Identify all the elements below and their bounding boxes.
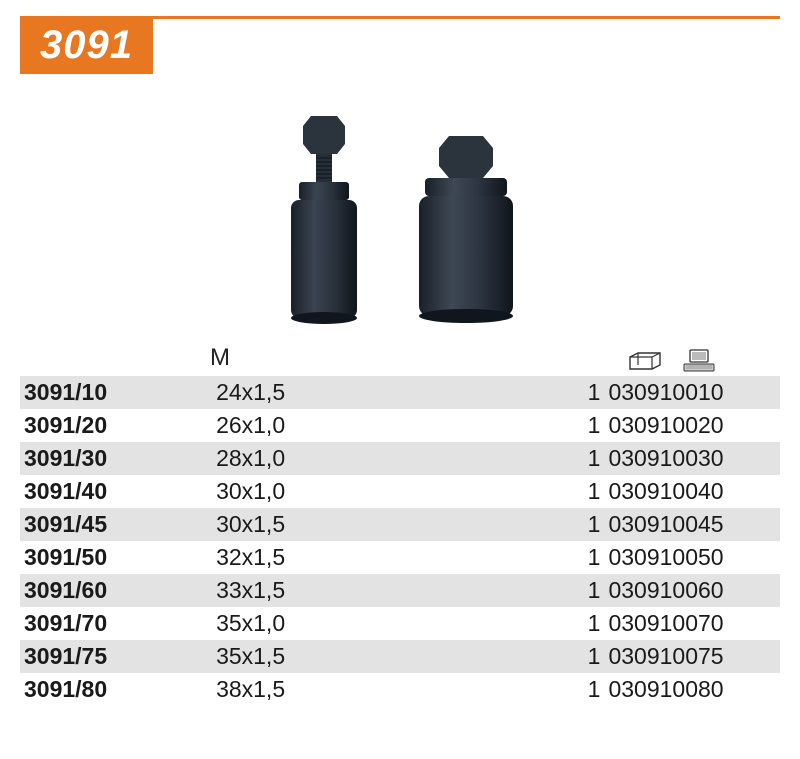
cell-m: 30x1,5 bbox=[212, 508, 450, 541]
cell-model: 3091/20 bbox=[20, 409, 212, 442]
cell-qty: 1 bbox=[450, 475, 605, 508]
table-row: 3091/7535x1,51030910075 bbox=[20, 640, 780, 673]
product-image-area bbox=[20, 74, 780, 344]
product-image-left bbox=[269, 116, 379, 326]
cell-code: 030910075 bbox=[604, 640, 780, 673]
package-icon bbox=[628, 350, 662, 372]
cell-qty: 1 bbox=[450, 508, 605, 541]
table-row: 3091/3028x1,01030910030 bbox=[20, 442, 780, 475]
table-row: 3091/5032x1,51030910050 bbox=[20, 541, 780, 574]
cell-model: 3091/75 bbox=[20, 640, 212, 673]
table-row: 3091/1024x1,51030910010 bbox=[20, 376, 780, 409]
cell-m: 35x1,5 bbox=[212, 640, 450, 673]
product-image-right bbox=[401, 136, 531, 326]
col-header-m: M bbox=[210, 344, 440, 372]
cell-m: 30x1,0 bbox=[212, 475, 450, 508]
cell-qty: 1 bbox=[450, 673, 605, 706]
cell-code: 030910070 bbox=[604, 607, 780, 640]
cell-code: 030910040 bbox=[604, 475, 780, 508]
spec-table: M bbox=[20, 344, 780, 706]
table-row: 3091/2026x1,01030910020 bbox=[20, 409, 780, 442]
table-row: 3091/4030x1,01030910040 bbox=[20, 475, 780, 508]
cell-model: 3091/30 bbox=[20, 442, 212, 475]
cell-code: 030910020 bbox=[604, 409, 780, 442]
cell-m: 35x1,0 bbox=[212, 607, 450, 640]
cell-model: 3091/40 bbox=[20, 475, 212, 508]
product-title: 3091 bbox=[20, 19, 153, 74]
cell-code: 030910030 bbox=[604, 442, 780, 475]
cell-qty: 1 bbox=[450, 376, 605, 409]
cell-code: 030910045 bbox=[604, 508, 780, 541]
cell-code: 030910080 bbox=[604, 673, 780, 706]
cell-m: 28x1,0 bbox=[212, 442, 450, 475]
cell-m: 26x1,0 bbox=[212, 409, 450, 442]
cell-m: 32x1,5 bbox=[212, 541, 450, 574]
cell-qty: 1 bbox=[450, 640, 605, 673]
cell-model: 3091/60 bbox=[20, 574, 212, 607]
cell-code: 030910060 bbox=[604, 574, 780, 607]
cell-m: 33x1,5 bbox=[212, 574, 450, 607]
cell-m: 38x1,5 bbox=[212, 673, 450, 706]
cell-code: 030910010 bbox=[604, 376, 780, 409]
cell-model: 3091/80 bbox=[20, 673, 212, 706]
cell-model: 3091/50 bbox=[20, 541, 212, 574]
cell-model: 3091/70 bbox=[20, 607, 212, 640]
data-table: 3091/1024x1,510309100103091/2026x1,01030… bbox=[20, 376, 780, 706]
cell-qty: 1 bbox=[450, 541, 605, 574]
cell-qty: 1 bbox=[450, 574, 605, 607]
cell-qty: 1 bbox=[450, 607, 605, 640]
table-row: 3091/8038x1,51030910080 bbox=[20, 673, 780, 706]
table-header: M bbox=[20, 344, 780, 376]
computer-icon bbox=[682, 350, 716, 372]
cell-qty: 1 bbox=[450, 442, 605, 475]
table-row: 3091/7035x1,01030910070 bbox=[20, 607, 780, 640]
cell-model: 3091/45 bbox=[20, 508, 212, 541]
table-row: 3091/6033x1,51030910060 bbox=[20, 574, 780, 607]
cell-code: 030910050 bbox=[604, 541, 780, 574]
cell-m: 24x1,5 bbox=[212, 376, 450, 409]
cell-qty: 1 bbox=[450, 409, 605, 442]
cell-model: 3091/10 bbox=[20, 376, 212, 409]
table-row: 3091/4530x1,51030910045 bbox=[20, 508, 780, 541]
